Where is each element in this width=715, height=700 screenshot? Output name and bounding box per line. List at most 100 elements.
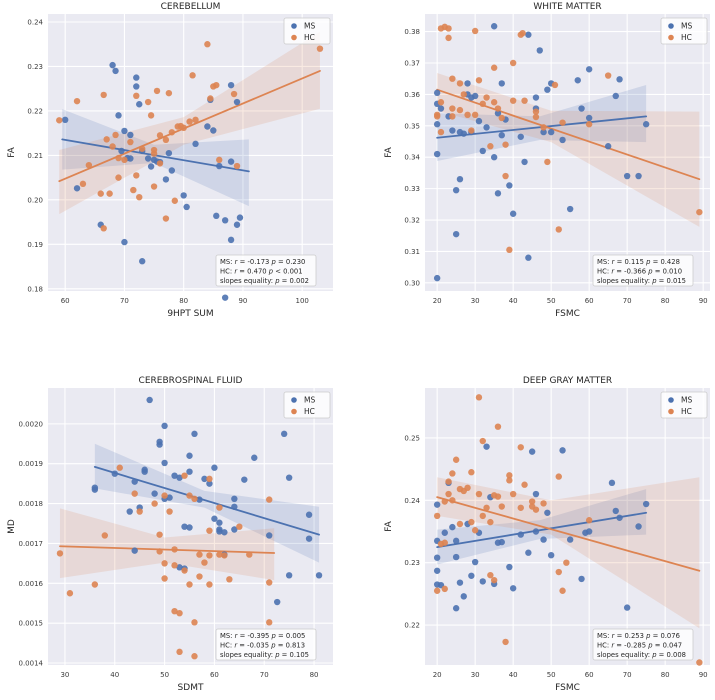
scatter-point-ms [483,443,490,450]
legend: MS HC [660,17,708,45]
scatter-point-ms [112,67,119,75]
x-tick-label: 60 [585,297,594,305]
ci-band-ms [437,84,647,161]
scatter-point-ms [109,61,116,69]
scatter-point-hc [206,552,213,559]
scatter-point-ms [266,532,273,539]
legend-label-ms: MS [681,396,692,405]
scatter-point-ms [433,274,441,282]
scatter-point-ms [452,605,460,612]
scatter-point-hc [471,111,479,119]
scatter-point-ms [452,537,460,545]
x-axis-title: FSMC [555,683,580,693]
scatter-point-hc [479,437,486,445]
y-tick-label: 0.31 [404,248,420,256]
scatter-point-hc [115,174,122,181]
scatter-point-ms [210,127,217,134]
y-tick-label: 0.19 [27,241,43,249]
scatter-point-hc [103,136,110,143]
scatter-point-ms [280,430,288,438]
scatter-point-ms [433,150,441,158]
scatter-point-hc [468,518,475,526]
scatter-series-hc [56,41,324,232]
scatter-point-hc [532,113,540,121]
stats-line: slopes equality: p = 0.002 [220,277,309,285]
scatter-point-ms [211,464,218,471]
scatter-point-hc [483,94,490,101]
y-axis-title: FA [7,146,17,157]
scatter-point-hc [506,477,513,484]
scatter-series-hc [433,23,703,254]
scatter-point-ms [221,529,228,536]
x-tick-label: 90 [238,297,247,305]
y-tick-label: 0.23 [404,559,420,567]
scatter-point-hc [517,444,524,451]
scatter-point-ms [186,524,193,531]
x-tick-label: 50 [547,297,556,305]
scatter-point-hc [441,498,448,505]
scatter-point-ms [490,154,498,161]
x-tick-label: 70 [623,671,632,679]
scatter-point-ms [181,523,188,530]
scatter-point-hc [559,587,566,594]
scatter-point-ms [494,190,502,197]
x-tick-label: 50 [160,671,169,679]
plot-title: CEREBELLUM [161,2,221,12]
scatter-point-hc [487,143,494,150]
scatter-point-ms [241,476,248,483]
scatter-point-ms [517,531,524,538]
scatter-point-hc [176,648,183,656]
scatter-point-ms [191,430,198,438]
scatter-point-hc [207,95,214,102]
y-tick-label: 0.0020 [19,420,44,428]
x-tick-label: 70 [120,297,129,305]
scatter-point-ms [452,230,460,238]
scatter-point-ms [566,205,574,213]
scatter-point-ms [452,553,460,561]
ci-band-hc [59,508,275,581]
scatter-point-ms [559,447,566,454]
scatter-point-hc [136,508,143,515]
scatter-point-hc [544,158,551,166]
regression-line-hc [58,70,321,183]
scatter-point-hc [165,89,173,97]
y-axis-title: FA [384,146,394,157]
scatter-point-ms [498,538,505,546]
scatter-point-hc [441,585,448,593]
scatter-point-hc [468,469,475,476]
scatter-point-hc [233,162,241,170]
scatter-point-ms [204,123,211,130]
scatter-point-hc [498,503,505,510]
scatter-point-hc [201,559,208,566]
scatter-point-hc [266,619,273,626]
scatter-point-ms [115,112,122,119]
legend-marker-hc [668,34,674,41]
scatter-point-hc [101,532,109,539]
plot-title: CEREBROSPINAL FLUID [139,376,243,386]
scatter-point-ms [211,515,218,522]
scatter-point-ms [604,143,612,150]
scatter-point-ms [166,494,173,501]
scatter-point-hc [509,59,517,67]
scatter-point-hc [471,27,479,35]
scatter-point-ms [221,217,229,224]
scatter-point-ms [506,563,513,571]
scatter-point-hc [100,91,107,99]
scatter-point-ms [201,475,208,483]
scatter-point-hc [180,124,187,132]
scatter-point-hc [498,114,505,122]
scatter-point-ms [544,86,551,93]
scatter-point-hc [109,143,116,150]
scatter-point-hc [181,472,188,479]
scatter-point-hc [130,186,137,194]
scatter-point-hc [97,190,104,197]
y-tick-label: 0.0019 [19,460,44,468]
scatter-point-ms [168,167,176,174]
scatter-point-hc [213,81,220,89]
scatter-point-hc [316,45,324,52]
scatter-point-ms [161,422,168,430]
scatter-point-ms [91,486,99,493]
x-tick-label: 80 [179,297,188,305]
scatter-point-ms [433,89,441,97]
